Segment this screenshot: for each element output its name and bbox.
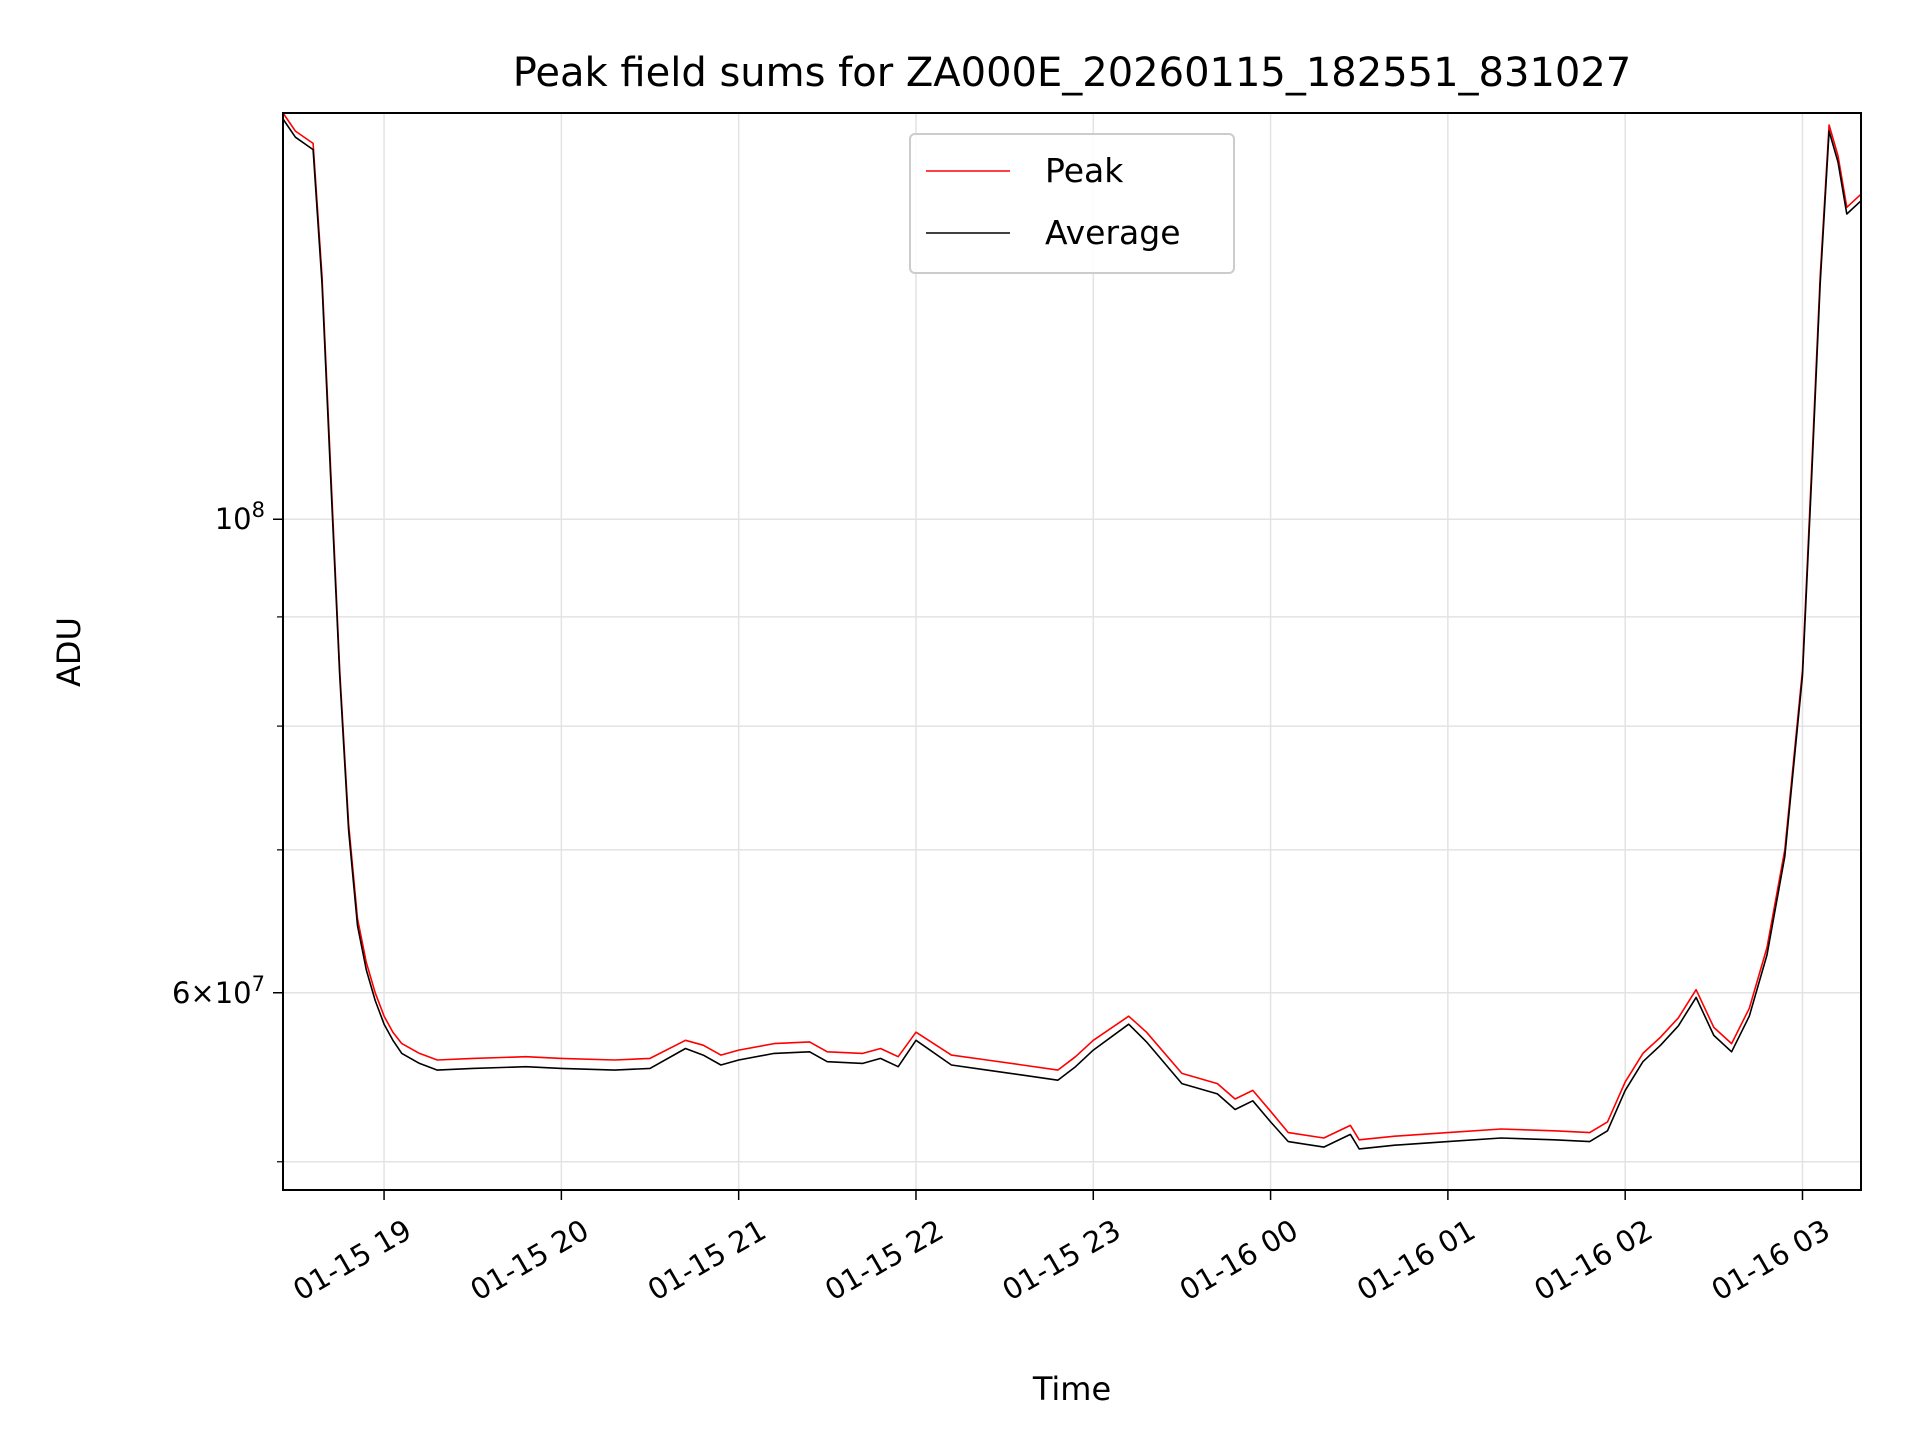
legend-peak-label: Peak [1045, 151, 1124, 190]
series-line-peak [282, 112, 1862, 1141]
plot-series [282, 112, 1862, 1150]
legend: Peak Average [909, 133, 1235, 274]
legend-average-label: Average [1045, 213, 1181, 252]
plot-frame [282, 112, 1862, 1191]
grid-lines [283, 113, 1861, 1190]
series-line-average [282, 118, 1862, 1150]
x-axis-title: Time [1032, 1370, 1111, 1408]
y-tick-label: 6×107 [172, 972, 265, 1010]
y-tick-label: 108 [215, 498, 265, 536]
y-axis-title: ADU [50, 617, 88, 687]
legend-box [909, 133, 1235, 274]
chart-title: Peak field sums for ZA000E_20260115_1825… [513, 50, 1632, 96]
